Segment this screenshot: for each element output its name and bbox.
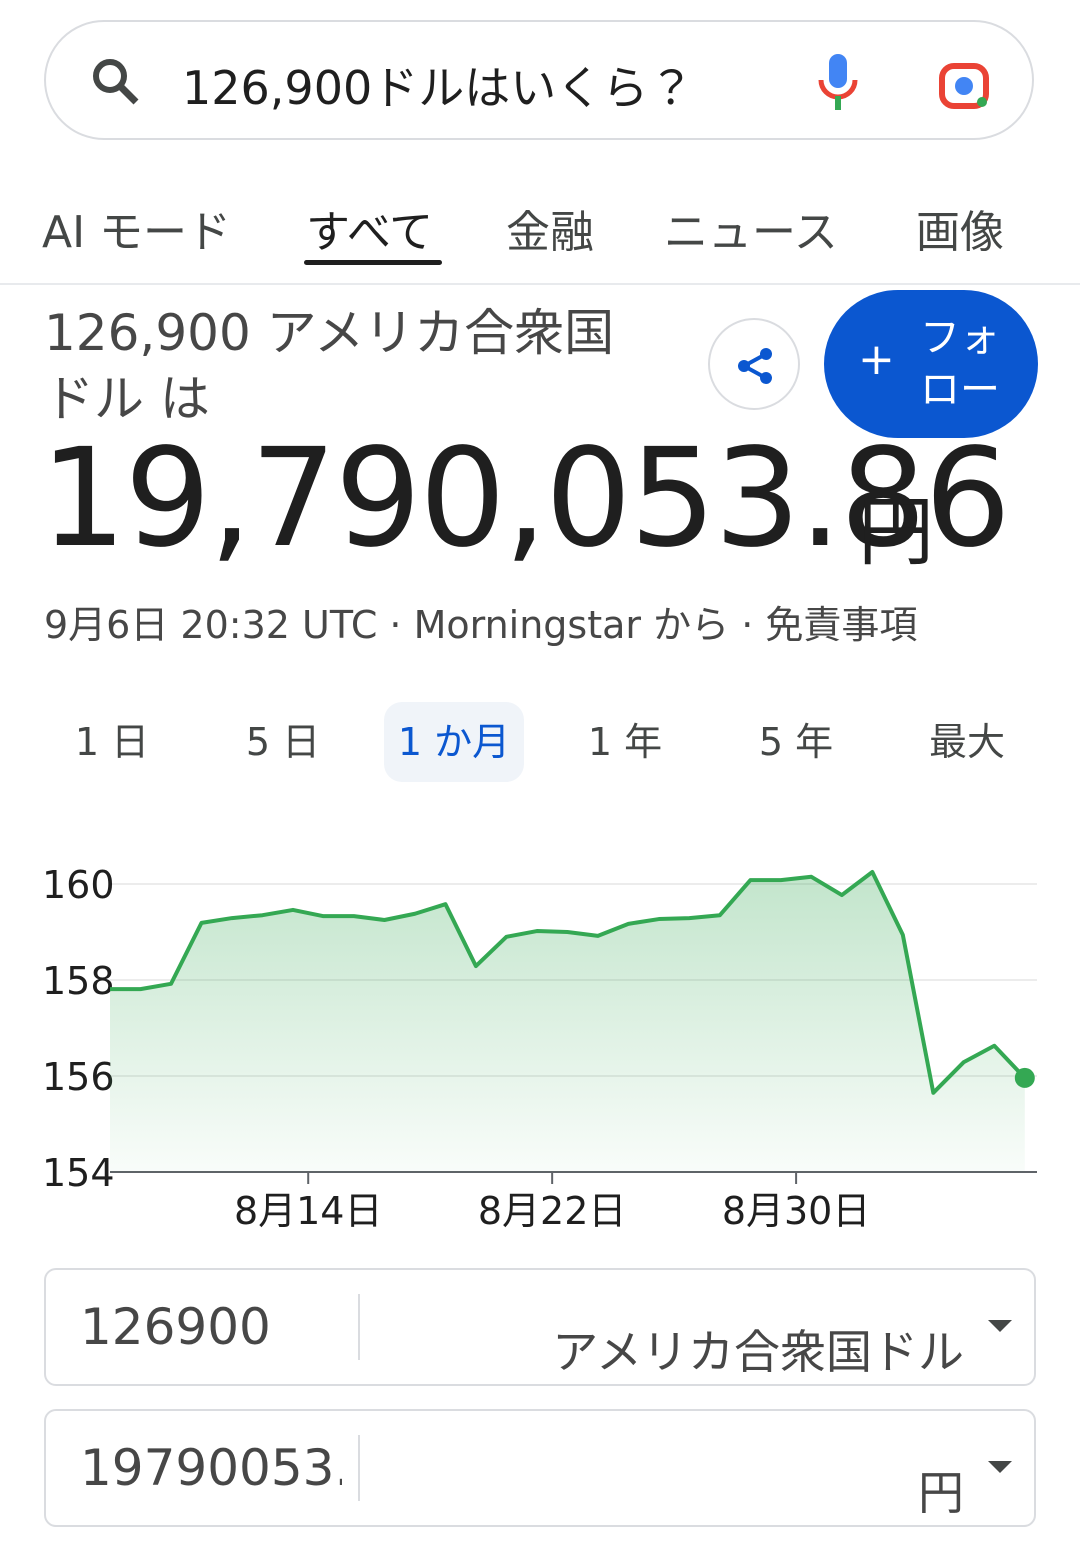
to-field[interactable]: 19790053.86 円 [44,1409,1036,1527]
x-tick-label: 8月14日 [234,1189,383,1233]
conversion-subject: 126,900 アメリカ合衆国 ドル は [44,304,615,428]
separator [358,1435,360,1501]
y-tick-label: 156 [42,1055,115,1099]
share-button[interactable] [708,318,800,410]
line [110,870,1027,1095]
chart: 154 156 158 160 8月14日 8月22日 8月30日 [42,863,1037,1233]
range-tab[interactable]: 1 か月 [384,702,524,782]
range-tab[interactable]: 1 日 [74,720,150,764]
result-value: 19,790,053.86 [40,420,1011,578]
to-amount[interactable]: 19790053.86 [80,1439,342,1497]
y-tick-label: 160 [42,863,115,907]
search-icon [93,59,139,105]
tab[interactable]: AI モード [42,207,232,258]
x-tick-label: 8月22日 [478,1189,627,1233]
x-tick-label: 8月30日 [722,1189,871,1233]
follow-button[interactable]: + フォロー [824,290,1038,438]
divider [0,283,1080,285]
end-point [1014,1067,1035,1088]
tab[interactable]: ニュース [664,207,838,258]
tab[interactable]: すべて [306,207,434,258]
dropdown-caret[interactable] [988,1320,1012,1332]
follow-label: フォロー [920,315,1000,413]
search-query[interactable]: 126,900ドルはいくら？ [182,61,695,115]
lens-icon[interactable] [938,56,994,112]
range-tab[interactable]: 最大 [928,720,1005,764]
follow-icon: + [858,334,895,385]
share-icon [738,348,772,384]
separator [358,1294,360,1360]
y-tick-label: 158 [42,959,115,1003]
range-tab[interactable]: 5 日 [245,720,321,764]
area [110,872,1025,1172]
from-field[interactable]: 126900 アメリカ合衆国ドル [44,1268,1036,1386]
from-amount[interactable]: 126900 [80,1298,271,1356]
from-currency[interactable]: アメリカ合衆国ドル [552,1325,964,1379]
tab[interactable]: 金融 [506,207,594,258]
range-tab[interactable]: 5 年 [758,720,834,764]
search-bar[interactable]: 126,900ドルはいくら？ [44,20,1034,140]
mic-icon[interactable] [816,52,860,112]
range-tab[interactable]: 1 年 [587,720,663,764]
y-tick-label: 154 [42,1151,115,1195]
result-unit: 円 [858,487,934,576]
source-line: 9月6日 20:32 UTC · Morningstar から · 免責事項 [44,603,918,647]
to-currency[interactable]: 円 [918,1466,964,1520]
tab-underline [304,260,442,265]
tab[interactable]: 画像 [916,207,1004,258]
dropdown-caret[interactable] [988,1461,1012,1473]
